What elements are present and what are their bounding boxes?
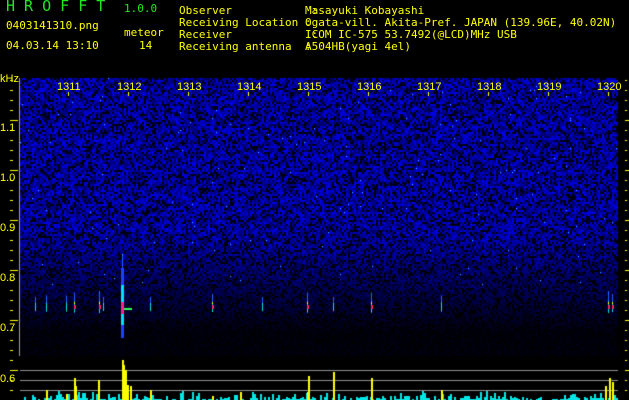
location-value: Ogata-vill. Akita-Pref. JAPAN (139.96E, … <box>305 16 617 29</box>
x-tick-label: 1316 <box>357 81 382 93</box>
receiver-label: Receiver : <box>179 28 319 41</box>
x-tick-label: 1315 <box>297 81 322 93</box>
y-tick-label: 0.6 <box>0 373 16 385</box>
datetime: 04.03.14 13:10 <box>6 39 99 52</box>
y-tick-label: 0.8 <box>0 272 16 284</box>
filename: 0403141310.png <box>6 19 99 32</box>
y-tick-label: 1.1 <box>0 122 16 134</box>
x-tick-label: 1313 <box>177 81 202 93</box>
y-tick-label: 0.9 <box>0 222 16 234</box>
meteor-label: meteor <box>124 26 164 39</box>
y-tick-label: 1.0 <box>0 172 16 184</box>
x-tick-label: 1312 <box>117 81 142 93</box>
observer-label: Observer : <box>179 4 319 17</box>
antenna-value: A504HB(yagi 4el) <box>305 40 411 53</box>
x-tick-label: 1314 <box>237 81 262 93</box>
x-tick-label: 1311 <box>57 81 81 93</box>
observer-value: Masayuki Kobayashi <box>305 4 425 17</box>
antenna-label: Receiving antenna : <box>179 40 312 53</box>
x-tick-label: 1318 <box>477 81 502 93</box>
receiver-value: ICOM IC-575 53.7492(@LCD)MHz USB <box>305 28 517 41</box>
x-tick-label: 1319 <box>537 81 562 93</box>
meteor-count: 14 <box>139 39 153 52</box>
location-label: Receiving Location : <box>179 16 312 29</box>
app-title: H R O F F T <box>6 0 106 15</box>
x-tick-label: 1320 <box>597 81 622 93</box>
y-tick-label: 0.7 <box>0 322 16 334</box>
y-unit-label: kHz <box>0 73 19 85</box>
app-version: 1.0.0 <box>124 2 158 15</box>
x-tick-label: 1317 <box>417 81 442 93</box>
